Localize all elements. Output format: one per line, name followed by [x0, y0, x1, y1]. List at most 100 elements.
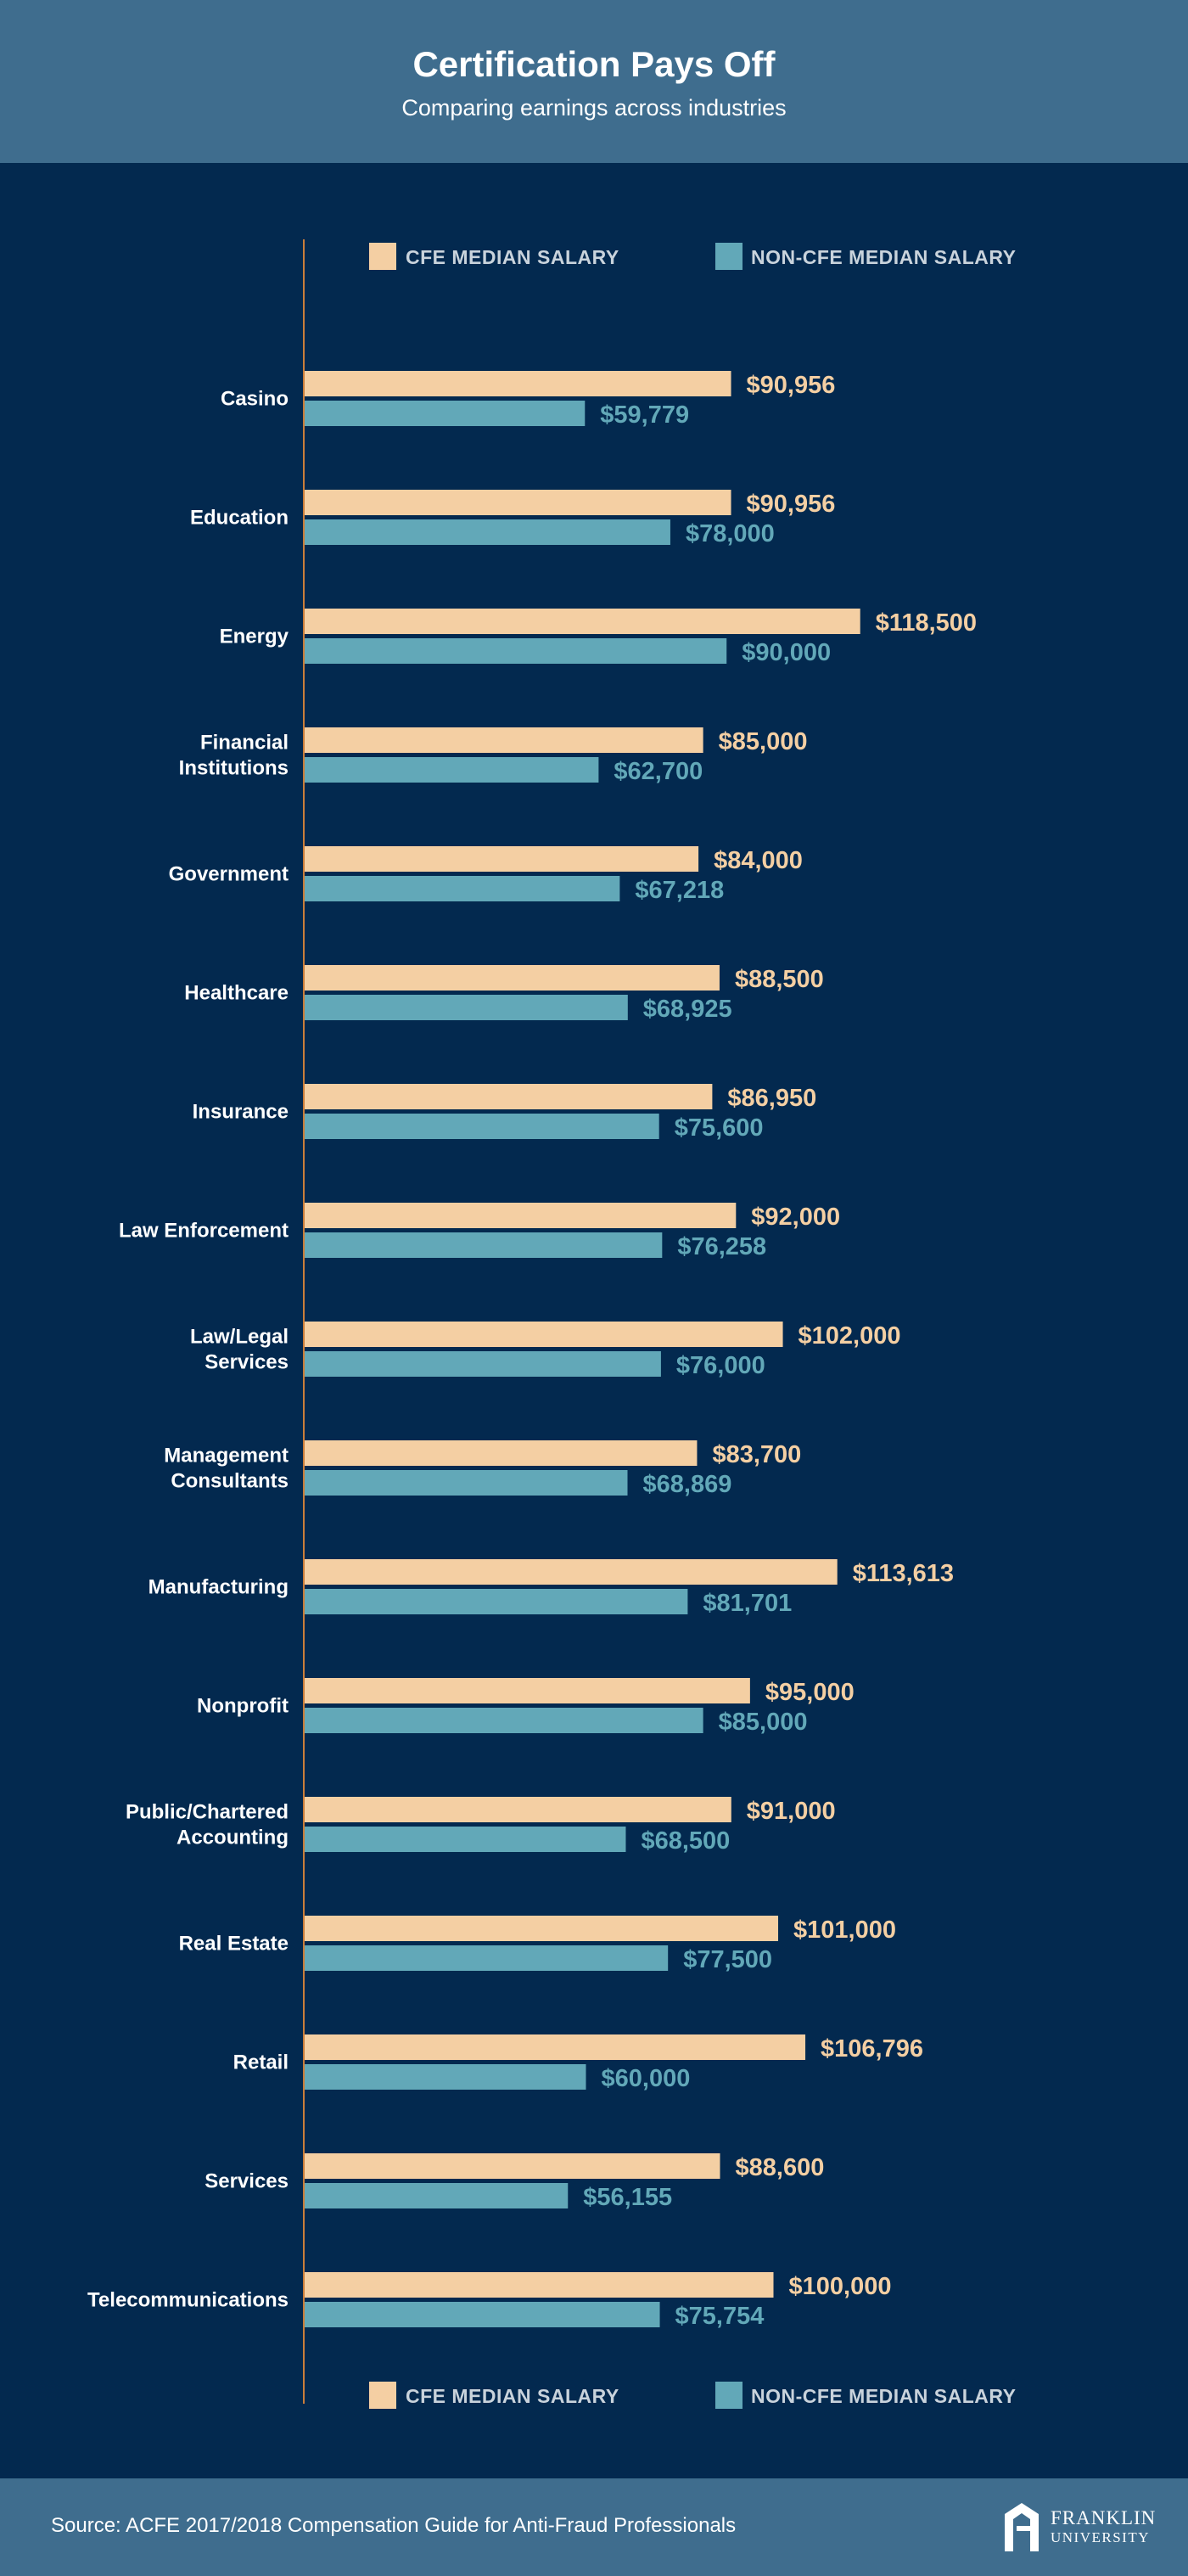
value-label-non-cfe: $68,500 — [641, 1827, 730, 1855]
value-label-cfe: $95,000 — [765, 1679, 855, 1706]
bar-cfe — [305, 371, 731, 396]
bar-cfe — [305, 1203, 737, 1228]
value-label-non-cfe: $56,155 — [583, 2184, 672, 2211]
category-label: Energy — [220, 626, 289, 648]
value-label-cfe: $88,500 — [735, 966, 824, 993]
value-label-cfe: $92,000 — [751, 1204, 840, 1231]
category-label: Law/Legal Services — [190, 1326, 289, 1374]
bar-non-cfe — [305, 757, 599, 783]
bar-cfe — [305, 1322, 783, 1347]
category-label: Law Enforcement — [119, 1220, 289, 1243]
bar-non-cfe — [305, 1827, 626, 1852]
value-label-cfe: $106,796 — [821, 2035, 923, 2062]
category-label: Public/Chartered Accounting — [126, 1801, 289, 1849]
value-label-cfe: $83,700 — [712, 1441, 801, 1468]
value-label-cfe: $100,000 — [789, 2273, 892, 2300]
value-label-non-cfe: $85,000 — [719, 1709, 808, 1736]
value-label-cfe: $118,500 — [876, 609, 977, 637]
bar-cfe — [305, 1916, 779, 1941]
bar-non-cfe — [305, 401, 586, 426]
bar-cfe — [305, 1559, 838, 1585]
source-note: Source: ACFE 2017/2018 Compensation Guid… — [51, 2514, 737, 2537]
franklin-logo-icon — [1005, 2503, 1039, 2551]
legend-bottom: CFE MEDIAN SALARY NON-CFE MEDIAN SALARY — [0, 2378, 1188, 2412]
bar-cfe — [305, 490, 731, 515]
category-label: Insurance — [193, 1101, 289, 1124]
category-label: Real Estate — [179, 1933, 289, 1956]
value-label-non-cfe: $68,925 — [643, 996, 732, 1023]
value-label-cfe: $90,956 — [747, 372, 836, 399]
category-label: Services — [205, 2170, 289, 2193]
logo-text-university: UNIVERSITY — [1051, 2529, 1150, 2545]
category-label: Government — [169, 863, 289, 886]
value-label-non-cfe: $75,754 — [675, 2303, 765, 2330]
bar-non-cfe — [305, 995, 628, 1020]
legend-swatch-cfe — [369, 243, 396, 270]
bar-cfe — [305, 1084, 713, 1109]
bar-non-cfe — [305, 2183, 569, 2208]
bar-non-cfe — [305, 638, 727, 664]
bar-non-cfe — [305, 1232, 663, 1258]
legend-swatch-cfe-bottom — [369, 2382, 396, 2409]
bar-non-cfe — [305, 1589, 688, 1614]
legend-label-non-cfe: NON-CFE MEDIAN SALARY — [751, 246, 1017, 268]
bar-cfe — [305, 1797, 731, 1822]
value-label-cfe: $113,613 — [853, 1560, 954, 1587]
category-label: Management Consultants — [164, 1445, 289, 1493]
value-label-non-cfe: $81,701 — [703, 1590, 792, 1617]
value-label-cfe: $101,000 — [793, 1917, 896, 1944]
legend-swatch-non-cfe — [715, 243, 742, 270]
value-label-cfe: $91,000 — [747, 1798, 836, 1825]
legend-swatch-non-cfe-bottom — [715, 2382, 742, 2409]
bar-non-cfe — [305, 1114, 659, 1139]
category-label: Telecommunications — [87, 2289, 289, 2312]
chart-area: CFE MEDIAN SALARY NON-CFE MEDIAN SALARY … — [0, 163, 1188, 2478]
bar-cfe — [305, 727, 703, 753]
bar-cfe — [305, 1440, 698, 1466]
category-label: Healthcare — [184, 982, 289, 1005]
value-label-cfe: $86,950 — [727, 1085, 816, 1112]
category-label: Nonprofit — [197, 1695, 289, 1718]
value-label-non-cfe: $59,779 — [600, 401, 689, 429]
legend-label-cfe: CFE MEDIAN SALARY — [406, 246, 619, 268]
value-label-cfe: $102,000 — [799, 1322, 901, 1350]
bar-non-cfe — [305, 1470, 628, 1496]
value-label-non-cfe: $90,000 — [742, 639, 831, 666]
legend-label-non-cfe-bottom: NON-CFE MEDIAN SALARY — [751, 2385, 1017, 2407]
bar-non-cfe — [305, 2064, 586, 2090]
legend-label-cfe-bottom: CFE MEDIAN SALARY — [406, 2385, 619, 2407]
bar-cfe — [305, 846, 699, 872]
page-subtitle: Comparing earnings across industries — [401, 95, 787, 121]
page-title: Certification Pays Off — [412, 44, 776, 84]
bar-non-cfe — [305, 1351, 661, 1377]
value-label-non-cfe: $60,000 — [602, 2065, 691, 2092]
header-banner: Certification Pays Off Comparing earning… — [0, 0, 1188, 163]
bar-non-cfe — [305, 2302, 660, 2327]
value-label-cfe: $90,956 — [747, 491, 836, 518]
value-label-cfe: $88,600 — [736, 2154, 825, 2181]
value-label-non-cfe: $76,000 — [676, 1352, 765, 1379]
logo-text-franklin: FRANKLIN — [1051, 2507, 1157, 2528]
bar-non-cfe — [305, 876, 620, 901]
value-label-non-cfe: $78,000 — [686, 520, 775, 547]
value-label-non-cfe: $77,500 — [683, 1946, 772, 1973]
legend-top: CFE MEDIAN SALARY NON-CFE MEDIAN SALARY — [0, 239, 1188, 273]
category-label: Casino — [221, 388, 289, 411]
value-label-non-cfe: $62,700 — [614, 758, 703, 785]
bar-non-cfe — [305, 1708, 703, 1733]
bar-non-cfe — [305, 519, 670, 545]
value-label-non-cfe: $68,869 — [643, 1471, 732, 1498]
value-label-non-cfe: $75,600 — [675, 1114, 764, 1142]
bar-cfe — [305, 1678, 750, 1703]
bar-non-cfe — [305, 1945, 669, 1971]
bar-cfe — [305, 2153, 720, 2179]
bar-cfe — [305, 2272, 774, 2298]
category-label: Education — [190, 507, 289, 530]
bar-cfe — [305, 965, 720, 991]
value-label-non-cfe: $67,218 — [635, 877, 724, 904]
category-label: Financial Institutions — [179, 732, 289, 780]
value-label-non-cfe: $76,258 — [677, 1233, 766, 1260]
bar-cfe — [305, 609, 860, 634]
value-label-cfe: $84,000 — [714, 847, 803, 874]
